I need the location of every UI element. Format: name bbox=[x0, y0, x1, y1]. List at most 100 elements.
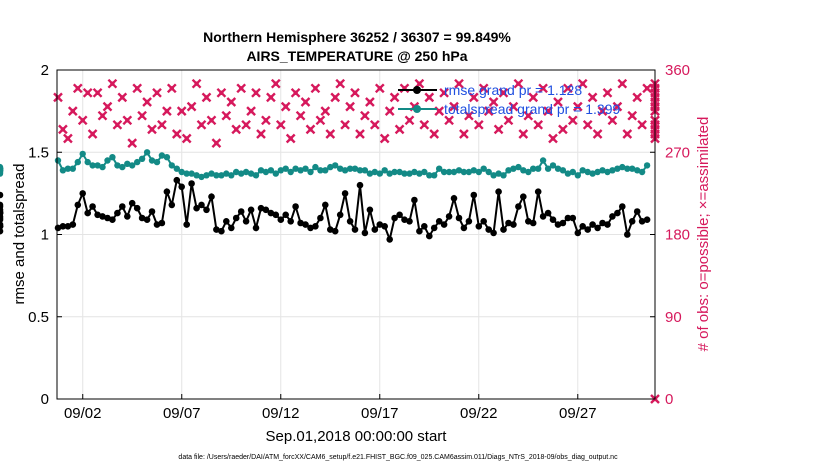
obs-marker-dot bbox=[293, 90, 298, 95]
totalspread-point bbox=[317, 167, 324, 174]
rmse-point bbox=[391, 214, 398, 222]
rmse-point bbox=[193, 204, 200, 212]
obs-marker-dot bbox=[65, 136, 71, 141]
obs-marker bbox=[171, 129, 182, 139]
rmse-point bbox=[178, 183, 185, 191]
totalspread-point bbox=[614, 165, 621, 172]
totalspread-point bbox=[445, 168, 453, 176]
rmse-point bbox=[539, 213, 547, 220]
totalspread-point bbox=[470, 167, 477, 174]
obs-marker bbox=[627, 110, 638, 121]
obs-marker-dot bbox=[635, 95, 640, 100]
obs-marker-dot bbox=[387, 108, 392, 114]
rmse-point bbox=[609, 213, 616, 220]
totalspread-point bbox=[421, 168, 428, 176]
totalspread-point bbox=[341, 167, 349, 174]
obs-marker-dot bbox=[139, 113, 145, 118]
rmse-point bbox=[0, 206, 4, 214]
obs-marker bbox=[117, 92, 128, 103]
y-right-tick-label: 90 bbox=[665, 309, 682, 326]
obs-marker bbox=[355, 129, 365, 139]
totalspread-point bbox=[322, 167, 329, 174]
obs-marker-dot bbox=[184, 136, 189, 141]
obs-marker bbox=[261, 115, 271, 126]
rmse-point bbox=[361, 229, 369, 237]
obs-marker bbox=[548, 133, 558, 144]
rmse-point bbox=[341, 190, 349, 197]
totalspread-point bbox=[584, 168, 591, 176]
y-left-tick-label: 2 bbox=[41, 62, 49, 79]
rmse-point bbox=[119, 203, 126, 210]
obs-marker bbox=[132, 83, 143, 94]
obs-marker-dot bbox=[491, 99, 496, 105]
rmse-point bbox=[163, 188, 171, 195]
obs-marker bbox=[543, 106, 553, 116]
obs-marker bbox=[473, 119, 484, 130]
obs-marker bbox=[72, 83, 83, 94]
obs-marker-dot bbox=[125, 118, 130, 123]
obs-marker-dot bbox=[283, 104, 288, 109]
obs-marker-dot bbox=[352, 90, 358, 95]
totalspread-point bbox=[638, 168, 646, 176]
rmse-point bbox=[188, 180, 195, 187]
totalspread-point bbox=[208, 170, 215, 177]
rmse-point bbox=[534, 188, 542, 195]
obs-marker-dot bbox=[570, 118, 575, 123]
legend-rmse-label: rmse grand pr = 1.128 bbox=[444, 82, 582, 98]
obs-marker bbox=[394, 124, 405, 135]
totalspread-point bbox=[401, 170, 408, 177]
rmse-point bbox=[569, 214, 577, 222]
obs-marker bbox=[483, 106, 494, 116]
obs-marker-dot bbox=[536, 122, 541, 127]
obs-marker bbox=[97, 110, 108, 121]
obs-marker-dot bbox=[357, 131, 363, 137]
totalspread-point bbox=[475, 168, 482, 176]
obs-marker-dot bbox=[630, 113, 635, 118]
obs-marker bbox=[127, 138, 138, 148]
obs-marker bbox=[266, 92, 276, 103]
rmse-point bbox=[228, 224, 235, 232]
rmse-point bbox=[411, 196, 418, 204]
rmse-point bbox=[584, 226, 591, 233]
totalspread-point bbox=[569, 168, 576, 176]
x-tick-label: 09/22 bbox=[460, 405, 498, 422]
rmse-point bbox=[619, 203, 626, 210]
obs-marker bbox=[53, 92, 63, 103]
totalspread-point bbox=[124, 160, 131, 167]
obs-marker-dot bbox=[397, 127, 402, 132]
totalspread-point bbox=[99, 163, 106, 171]
obs-marker bbox=[315, 115, 326, 126]
obs-marker-dot bbox=[545, 108, 551, 114]
obs-marker bbox=[102, 101, 113, 112]
obs-marker-dot bbox=[555, 99, 561, 105]
obs-marker bbox=[295, 110, 306, 121]
obs-marker bbox=[365, 97, 375, 107]
obs-marker bbox=[513, 78, 524, 89]
totalspread-point bbox=[307, 168, 314, 176]
totalspread-point bbox=[629, 165, 636, 172]
rmse-point bbox=[198, 201, 205, 209]
obs-marker-dot bbox=[288, 136, 293, 141]
rmse-point bbox=[143, 216, 151, 223]
rmse-point bbox=[475, 223, 483, 230]
rmse-point bbox=[262, 206, 270, 214]
totalspread-point bbox=[69, 165, 77, 172]
totalspread-point bbox=[104, 157, 111, 164]
obs-marker-dot bbox=[179, 108, 184, 114]
obs-marker-dot bbox=[70, 108, 75, 114]
obs-marker-dot bbox=[347, 104, 353, 109]
totalspread-point bbox=[594, 168, 601, 176]
obs-marker bbox=[419, 119, 430, 130]
obs-marker bbox=[58, 124, 68, 135]
obs-marker bbox=[488, 97, 499, 107]
totalspread-point bbox=[485, 168, 492, 176]
totalspread-point bbox=[252, 172, 260, 179]
totalspread-point bbox=[143, 149, 151, 156]
obs-marker bbox=[459, 129, 469, 139]
obs-marker-dot bbox=[526, 113, 531, 118]
totalspread-point bbox=[500, 172, 507, 179]
rmse-point bbox=[401, 216, 408, 223]
obs-marker bbox=[77, 115, 88, 126]
chart-subtitle: AIRS_TEMPERATURE @ 250 hPa bbox=[246, 48, 467, 64]
obs-marker bbox=[330, 92, 341, 103]
